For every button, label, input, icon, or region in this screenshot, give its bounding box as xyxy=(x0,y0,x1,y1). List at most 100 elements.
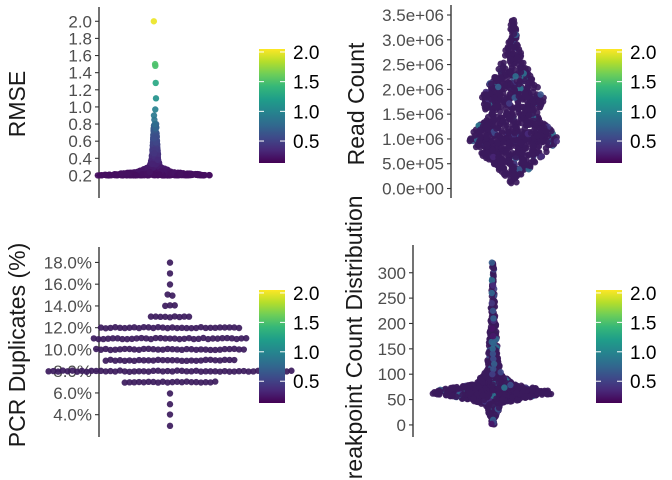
data-point xyxy=(192,346,200,353)
data-point xyxy=(135,356,143,364)
data-point xyxy=(542,144,550,152)
data-point xyxy=(490,315,497,322)
data-point xyxy=(235,368,243,375)
data-point xyxy=(489,109,496,117)
data-point xyxy=(212,324,219,332)
data-point xyxy=(178,324,186,332)
data-point xyxy=(489,146,496,154)
data-point xyxy=(493,125,500,132)
data-point xyxy=(138,334,145,342)
data-point xyxy=(490,355,497,363)
data-point xyxy=(183,378,190,385)
data-point xyxy=(535,142,543,150)
data-point xyxy=(288,367,295,374)
data-point xyxy=(510,24,518,31)
data-point xyxy=(150,378,157,386)
data-point xyxy=(146,168,154,176)
data-point xyxy=(107,324,114,332)
data-point xyxy=(166,390,174,397)
data-point xyxy=(519,384,527,392)
data-point xyxy=(529,106,537,114)
y-tick-label: 10.0% xyxy=(44,340,92,359)
data-point xyxy=(509,137,517,144)
data-point xyxy=(216,357,224,364)
data-point xyxy=(92,367,100,375)
data-point xyxy=(494,132,501,139)
data-point xyxy=(505,100,513,107)
data-point xyxy=(493,395,500,402)
data-point xyxy=(490,160,498,168)
colorbar: 2.0 1.5 1.0 0.5 xyxy=(596,43,656,163)
data-point xyxy=(483,101,491,109)
data-point xyxy=(96,172,104,179)
data-point xyxy=(166,302,174,309)
data-point xyxy=(506,68,513,76)
data-point xyxy=(154,346,162,353)
data-point xyxy=(121,368,128,375)
data-point xyxy=(171,335,178,342)
data-point xyxy=(192,324,200,332)
points-group xyxy=(94,18,213,179)
data-point xyxy=(104,335,112,342)
data-point xyxy=(64,368,71,375)
data-point xyxy=(512,153,520,161)
data-point xyxy=(516,170,524,178)
data-point xyxy=(166,401,174,408)
data-point xyxy=(119,335,126,343)
data-point xyxy=(515,109,522,116)
y-tick-label: 6.0% xyxy=(53,384,92,403)
data-point xyxy=(176,335,183,343)
y-tick-label: 4.0% xyxy=(53,406,92,425)
data-point xyxy=(200,172,208,179)
chart-panel-3: 4.0%6.0%8.0%10.0%12.0%14.0%16.0%18.0%PCR… xyxy=(4,243,319,448)
data-point xyxy=(59,367,67,374)
data-point xyxy=(95,335,102,343)
data-point xyxy=(166,422,174,430)
chart-panel-1: 0.20.40.60.81.01.21.41.61.82.0RMSE2.01.5… xyxy=(4,7,319,198)
data-point xyxy=(235,346,243,353)
data-point xyxy=(226,356,233,364)
data-point xyxy=(537,137,544,144)
data-point xyxy=(214,335,221,342)
data-point xyxy=(479,391,487,399)
colorbar-label: 1.0 xyxy=(630,102,656,123)
data-point xyxy=(145,378,152,386)
data-point xyxy=(508,56,515,63)
data-point xyxy=(197,379,205,386)
data-point xyxy=(173,324,181,332)
data-point xyxy=(508,60,515,68)
data-point xyxy=(145,345,152,353)
data-point xyxy=(489,282,497,289)
data-point xyxy=(513,55,521,63)
data-point xyxy=(483,132,490,139)
data-point xyxy=(523,392,530,400)
data-point xyxy=(107,346,114,354)
data-point xyxy=(527,129,535,137)
data-point xyxy=(178,379,186,386)
y-tick-label: 3.5e+06 xyxy=(382,6,444,25)
y-axis-title: Breakpoint Count Distribution xyxy=(341,195,367,480)
data-point xyxy=(164,379,171,386)
data-point xyxy=(478,94,486,101)
y-tick-label: 18.0% xyxy=(44,253,92,272)
colorbar-label: 1.5 xyxy=(293,313,319,334)
data-point xyxy=(173,346,181,353)
data-point xyxy=(154,323,162,331)
data-point xyxy=(494,83,502,91)
y-tick-label: 0.4 xyxy=(68,149,92,168)
data-point xyxy=(178,357,186,365)
y-tick-label: 2.5e+06 xyxy=(382,56,444,75)
data-point xyxy=(221,367,228,375)
data-point xyxy=(498,144,505,152)
data-point xyxy=(501,68,508,76)
data-point xyxy=(449,385,456,392)
data-point xyxy=(101,171,108,179)
data-point xyxy=(532,120,539,128)
data-point xyxy=(147,313,155,320)
data-point xyxy=(490,360,498,368)
data-point xyxy=(83,368,90,375)
data-point xyxy=(510,30,518,38)
points-group xyxy=(429,259,555,428)
data-point xyxy=(152,313,159,320)
data-point xyxy=(97,346,105,353)
